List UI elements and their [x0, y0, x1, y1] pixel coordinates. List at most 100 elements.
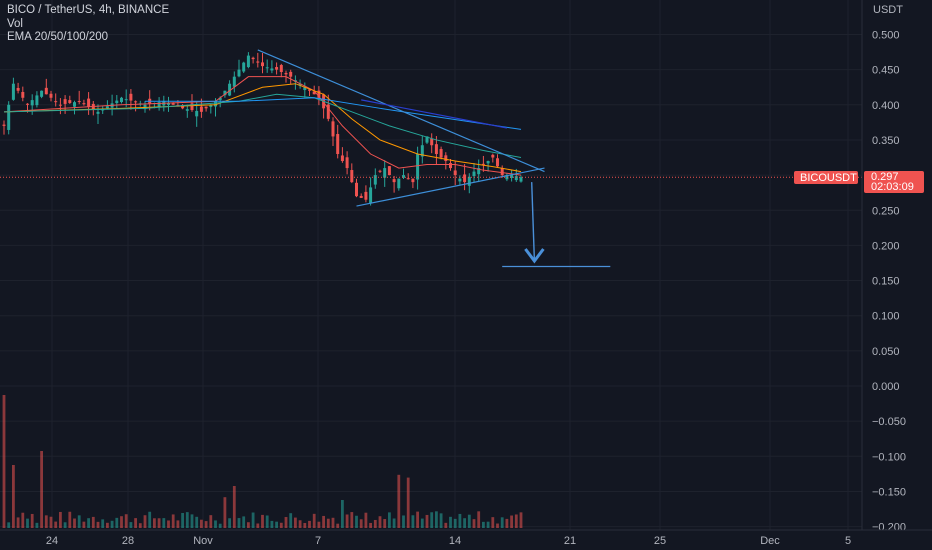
candle-body: [68, 100, 72, 104]
candle-body: [289, 71, 293, 77]
candle-body: [458, 178, 462, 182]
volume-bar: [91, 516, 95, 528]
volume-bar: [40, 451, 43, 528]
y-tick-label: −0.100: [872, 451, 906, 463]
candle-body: [21, 91, 25, 98]
candle-body: [82, 103, 86, 105]
volume-bar: [87, 518, 90, 528]
chart-legend: BICO / TetherUS, 4h, BINANCE Vol EMA 20/…: [7, 4, 169, 45]
candle-body: [246, 55, 250, 68]
volume-bar: [162, 518, 166, 528]
candle-body: [171, 103, 175, 105]
trendline[interactable]: [257, 49, 545, 173]
volume-bar: [491, 517, 495, 528]
volume-bar: [411, 515, 415, 528]
volume-bar: [397, 474, 401, 528]
volume-bar: [289, 513, 293, 528]
y-tick-label: 0.050: [872, 346, 900, 358]
candle-body: [406, 178, 410, 180]
candle-body: [298, 83, 302, 86]
down-arrow-shaft[interactable]: [531, 182, 536, 261]
candle-body: [73, 102, 76, 107]
volume-bar: [265, 515, 269, 528]
volume-bar: [392, 518, 396, 528]
volume-bar: [181, 512, 184, 528]
volume-bar: [270, 520, 274, 528]
volume-bar: [279, 522, 283, 528]
symbol-label: BICOUSDT: [794, 171, 858, 184]
trendline[interactable]: [356, 167, 545, 207]
volume-bar: [218, 523, 222, 528]
candle-body: [463, 174, 467, 183]
legend-symbol-title[interactable]: BICO / TetherUS, 4h, BINANCE: [7, 4, 170, 16]
volume-bar: [242, 516, 246, 528]
candle-body: [308, 89, 311, 91]
candle-body: [30, 100, 34, 106]
candle-body: [434, 144, 438, 155]
volume-bar: [496, 523, 499, 528]
volume-bar: [124, 514, 128, 528]
volume-bar: [435, 511, 438, 528]
volume-bar: [63, 522, 67, 528]
candle-body: [223, 90, 227, 96]
candle-body: [439, 149, 443, 158]
volume-bar: [364, 512, 368, 528]
volume-bar: [402, 515, 405, 528]
volume-bar: [317, 521, 321, 528]
candle-body: [402, 175, 405, 178]
legend-ema[interactable]: EMA 20/50/100/200: [7, 31, 109, 43]
x-tick-label: 14: [449, 535, 461, 547]
volume-bar: [35, 522, 39, 528]
candle-body: [44, 87, 48, 95]
volume-bar: [439, 513, 443, 528]
down-arrow-head[interactable]: [524, 248, 545, 264]
candle-body: [425, 136, 429, 143]
candle-body: [303, 87, 307, 91]
volume-bar: [59, 511, 62, 528]
legend-volume[interactable]: Vol: [7, 17, 23, 30]
candle-body: [312, 91, 316, 95]
volume-bar: [77, 515, 81, 528]
volume-bar: [7, 522, 11, 528]
trendline[interactable]: [361, 99, 508, 129]
candle-body: [378, 170, 382, 172]
volume-bar: [298, 520, 302, 528]
volume-bar: [237, 518, 241, 528]
volume-bar: [355, 515, 358, 528]
candle-body: [514, 176, 518, 181]
volume-bar: [416, 511, 419, 528]
volume-bar: [26, 518, 29, 528]
candle-body: [326, 104, 330, 119]
candle-body: [317, 90, 321, 98]
volume-bar: [256, 523, 260, 528]
x-tick-label: 7: [315, 535, 321, 547]
x-tick-label: Dec: [760, 535, 780, 547]
volume-bar: [49, 516, 53, 528]
volume-bar: [153, 518, 156, 528]
candle-body: [181, 105, 185, 109]
candle-body: [167, 103, 170, 105]
volume-bar: [275, 521, 278, 528]
candle-body: [373, 175, 377, 185]
volume-bar: [472, 519, 476, 528]
candle-body: [228, 83, 232, 96]
volume-bar: [157, 518, 161, 528]
candle-body: [340, 155, 344, 162]
candle-body: [54, 101, 58, 103]
volume-bar: [326, 518, 330, 528]
candle-body: [331, 121, 335, 137]
volume-bar: [430, 512, 434, 528]
candle-body: [416, 154, 420, 180]
volume-bar: [336, 523, 340, 528]
countdown-timer: 02:03:09: [871, 181, 914, 193]
candle-body: [11, 83, 15, 100]
y-tick-label: −0.050: [872, 416, 906, 428]
volume-bar: [54, 521, 58, 528]
volume-bar: [148, 511, 152, 528]
candle-body: [364, 191, 368, 200]
volume-bar: [369, 522, 372, 528]
volume-bar: [378, 516, 382, 528]
ema-200-line: [145, 97, 522, 130]
